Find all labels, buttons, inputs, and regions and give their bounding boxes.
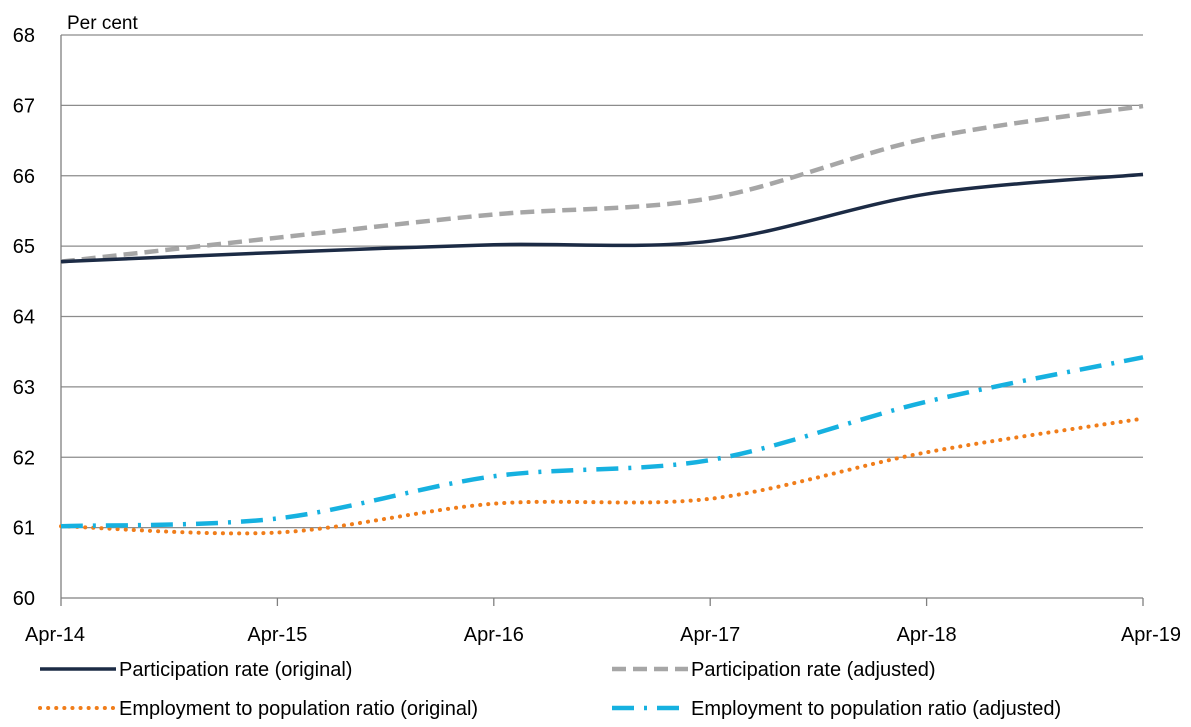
x-tick-label: Apr-17 [680,624,740,646]
y-axis-label: Per cent [67,13,138,34]
y-tick-label: 61 [13,518,35,540]
series-line-3 [61,419,1143,534]
x-tick-label: Apr-15 [247,624,307,646]
y-tick-label: 63 [13,377,35,399]
y-tick-label: 64 [13,307,35,329]
legend-label: Employment to population ratio (original… [119,698,478,720]
x-tick-label: Apr-14 [25,624,85,646]
x-tick-label: Apr-19 [1121,624,1181,646]
y-tick-label: 68 [13,25,35,47]
axes: 60 61 62 63 64 65 66 67 68 Apr-14 Apr-15 Apr-16 Apr-… [13,25,1181,646]
x-tick-label: Apr-16 [464,624,524,646]
gridlines [61,35,1143,528]
y-tick-label: 66 [13,166,35,188]
legend-label: Participation rate (original) [119,659,352,681]
legend: Participation rate (original) Participati… [40,659,1061,720]
y-tick-label: 62 [13,447,35,469]
series-line-1 [61,174,1143,261]
series-line-2 [61,106,1143,262]
y-tick-label: 67 [13,95,35,117]
x-tick-label: Apr-18 [897,624,957,646]
legend-label: Participation rate (adjusted) [691,659,936,681]
y-tick-label: 65 [13,236,35,258]
legend-label: Employment to population ratio (adjusted… [691,698,1061,720]
series-lines [61,106,1143,533]
y-tick-label: 60 [13,588,35,610]
